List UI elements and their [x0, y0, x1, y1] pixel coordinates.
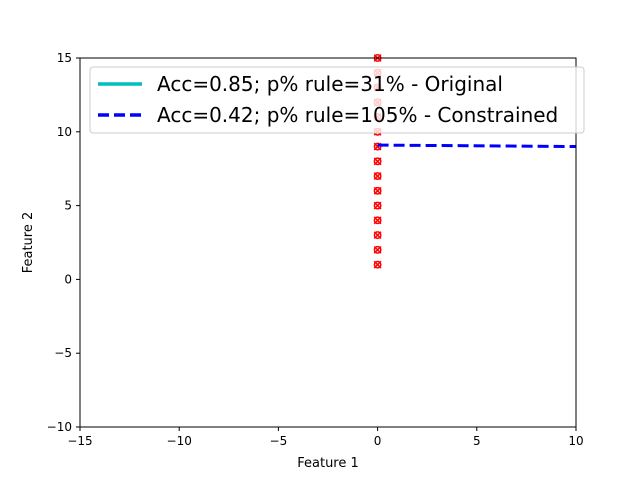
x-tick-label: −15 — [67, 434, 92, 448]
series-lines — [377, 143, 577, 149]
legend-label: Acc=0.85; p% rule=31% - Original — [157, 72, 503, 96]
y-axis-ticks: −10 −5 0 5 10 15 — [47, 51, 80, 434]
plot-frame — [79, 57, 577, 428]
data-point-circle — [373, 245, 382, 254]
y-tick-label: −10 — [47, 420, 72, 434]
data-point-circle — [373, 231, 382, 240]
y-tick-label: 5 — [64, 199, 72, 213]
data-point-circle — [373, 157, 382, 166]
y-axis-label: Feature 2 — [21, 212, 36, 274]
y-tick-label: 10 — [57, 125, 72, 139]
data-point-circle — [373, 201, 382, 210]
x-tick-label: 5 — [473, 434, 481, 448]
data-point-circle — [373, 172, 382, 181]
x-tick-label: 0 — [374, 434, 382, 448]
x-tick-label: −10 — [167, 434, 192, 448]
data-point-circle — [373, 216, 382, 225]
x-axis-ticks: −15 −10 −5 0 5 10 — [67, 427, 584, 448]
x-tick-label: 10 — [568, 434, 583, 448]
x-tick-label: −5 — [270, 434, 288, 448]
legend: Acc=0.85; p% rule=31% - Original Acc=0.42… — [89, 66, 585, 134]
data-point-circle — [373, 186, 382, 195]
y-tick-label: 0 — [64, 272, 72, 286]
legend-box — [89, 66, 585, 134]
series-line-1 — [377, 143, 577, 149]
y-tick-label: −5 — [54, 346, 72, 360]
x-axis-label: Feature 1 — [297, 456, 359, 471]
data-point-circle — [373, 260, 382, 269]
y-tick-label: 15 — [57, 51, 72, 65]
legend-label: Acc=0.42; p% rule=105% - Constrained — [157, 103, 558, 127]
